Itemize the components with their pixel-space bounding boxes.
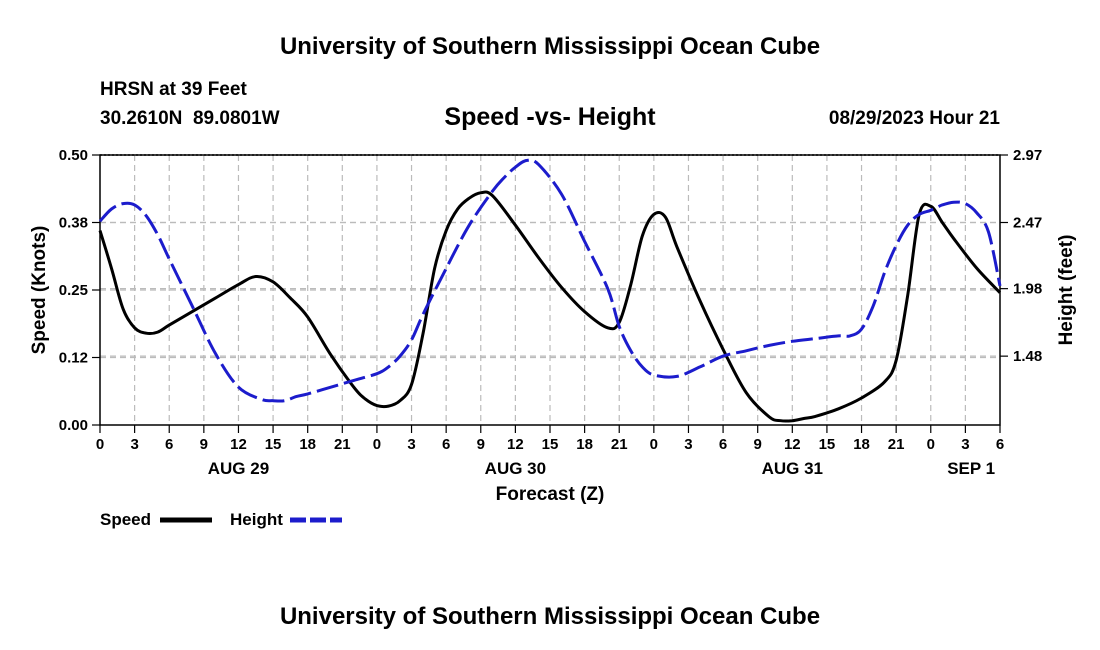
x-date-label: AUG 31 [762, 459, 823, 478]
x-tick-label: 0 [650, 436, 658, 453]
series-line-speed [98, 190, 1002, 423]
page-title: University of Southern Mississippi Ocean… [280, 33, 820, 60]
x-tick-label: 21 [611, 436, 628, 453]
y-axis-title-left: Speed (Knots) [29, 226, 50, 355]
y-tick-label-left: 0.50 [59, 147, 88, 164]
y-tick-label-right: 2.47 [1013, 215, 1042, 232]
x-tick-label: 3 [407, 436, 415, 453]
series-line-height [98, 158, 1002, 403]
legend: Speed Height [100, 510, 342, 529]
y-tick-label-left: 0.12 [59, 350, 88, 367]
station-label: HRSN at 39 Feet [100, 79, 247, 100]
x-tick-label: 3 [684, 436, 692, 453]
x-tick-label: 9 [754, 436, 762, 453]
x-tick-label: 0 [927, 436, 935, 453]
x-tick-label: 12 [784, 436, 801, 453]
y-tick-label-left: 0.00 [59, 417, 88, 434]
x-tick-label: 3 [130, 436, 138, 453]
x-tick-label: 21 [334, 436, 351, 453]
grid-lines [100, 155, 1000, 425]
x-tick-label: 15 [542, 436, 559, 453]
x-tick-label: 12 [507, 436, 524, 453]
x-tick-label: 6 [996, 436, 1004, 453]
y-tick-label-right: 1.48 [1013, 348, 1042, 365]
x-tick-label: 18 [853, 436, 870, 453]
x-tick-label: 6 [165, 436, 173, 453]
x-tick-label: 9 [477, 436, 485, 453]
station-coordinates: 30.2610N 89.0801W [100, 108, 280, 129]
y-tick-label-right: 2.97 [1013, 147, 1042, 164]
y-tick-label-left: 0.38 [59, 215, 88, 232]
x-tick-label: 6 [442, 436, 450, 453]
legend-height-label: Height [230, 510, 283, 529]
x-tick-label: 15 [819, 436, 836, 453]
chart-title: Speed -vs- Height [444, 103, 656, 131]
y-tick-label-right: 1.98 [1013, 281, 1042, 298]
x-date-label: AUG 29 [208, 459, 269, 478]
y-tick-label-left: 0.25 [59, 282, 88, 299]
legend-speed-label: Speed [100, 510, 151, 529]
series-layer [98, 158, 1002, 423]
x-tick-label: 0 [373, 436, 381, 453]
x-tick-label: 12 [230, 436, 247, 453]
x-tick-label: 21 [888, 436, 905, 453]
x-tick-label: 9 [200, 436, 208, 453]
page-title-repeat: University of Southern Mississippi Ocean… [280, 603, 820, 630]
x-tick-label: 0 [96, 436, 104, 453]
forecast-timestamp: 08/29/2023 Hour 21 [829, 108, 1001, 129]
x-date-label: AUG 30 [485, 459, 546, 478]
x-tick-label: 3 [961, 436, 969, 453]
x-tick-label: 18 [576, 436, 593, 453]
x-date-label: SEP 1 [947, 459, 995, 478]
x-axis-title: Forecast (Z) [496, 484, 605, 505]
x-tick-label: 15 [265, 436, 282, 453]
x-tick-label: 6 [719, 436, 727, 453]
x-tick-label: 18 [299, 436, 316, 453]
axes: 0 3 6 9 12 15 18 21 0 3 6 9 12 15 18 21 0 3 6 9 12 15 18 21 0 3 6 A… [59, 147, 1042, 478]
y-axis-title-right: Height (feet) [1056, 235, 1077, 346]
